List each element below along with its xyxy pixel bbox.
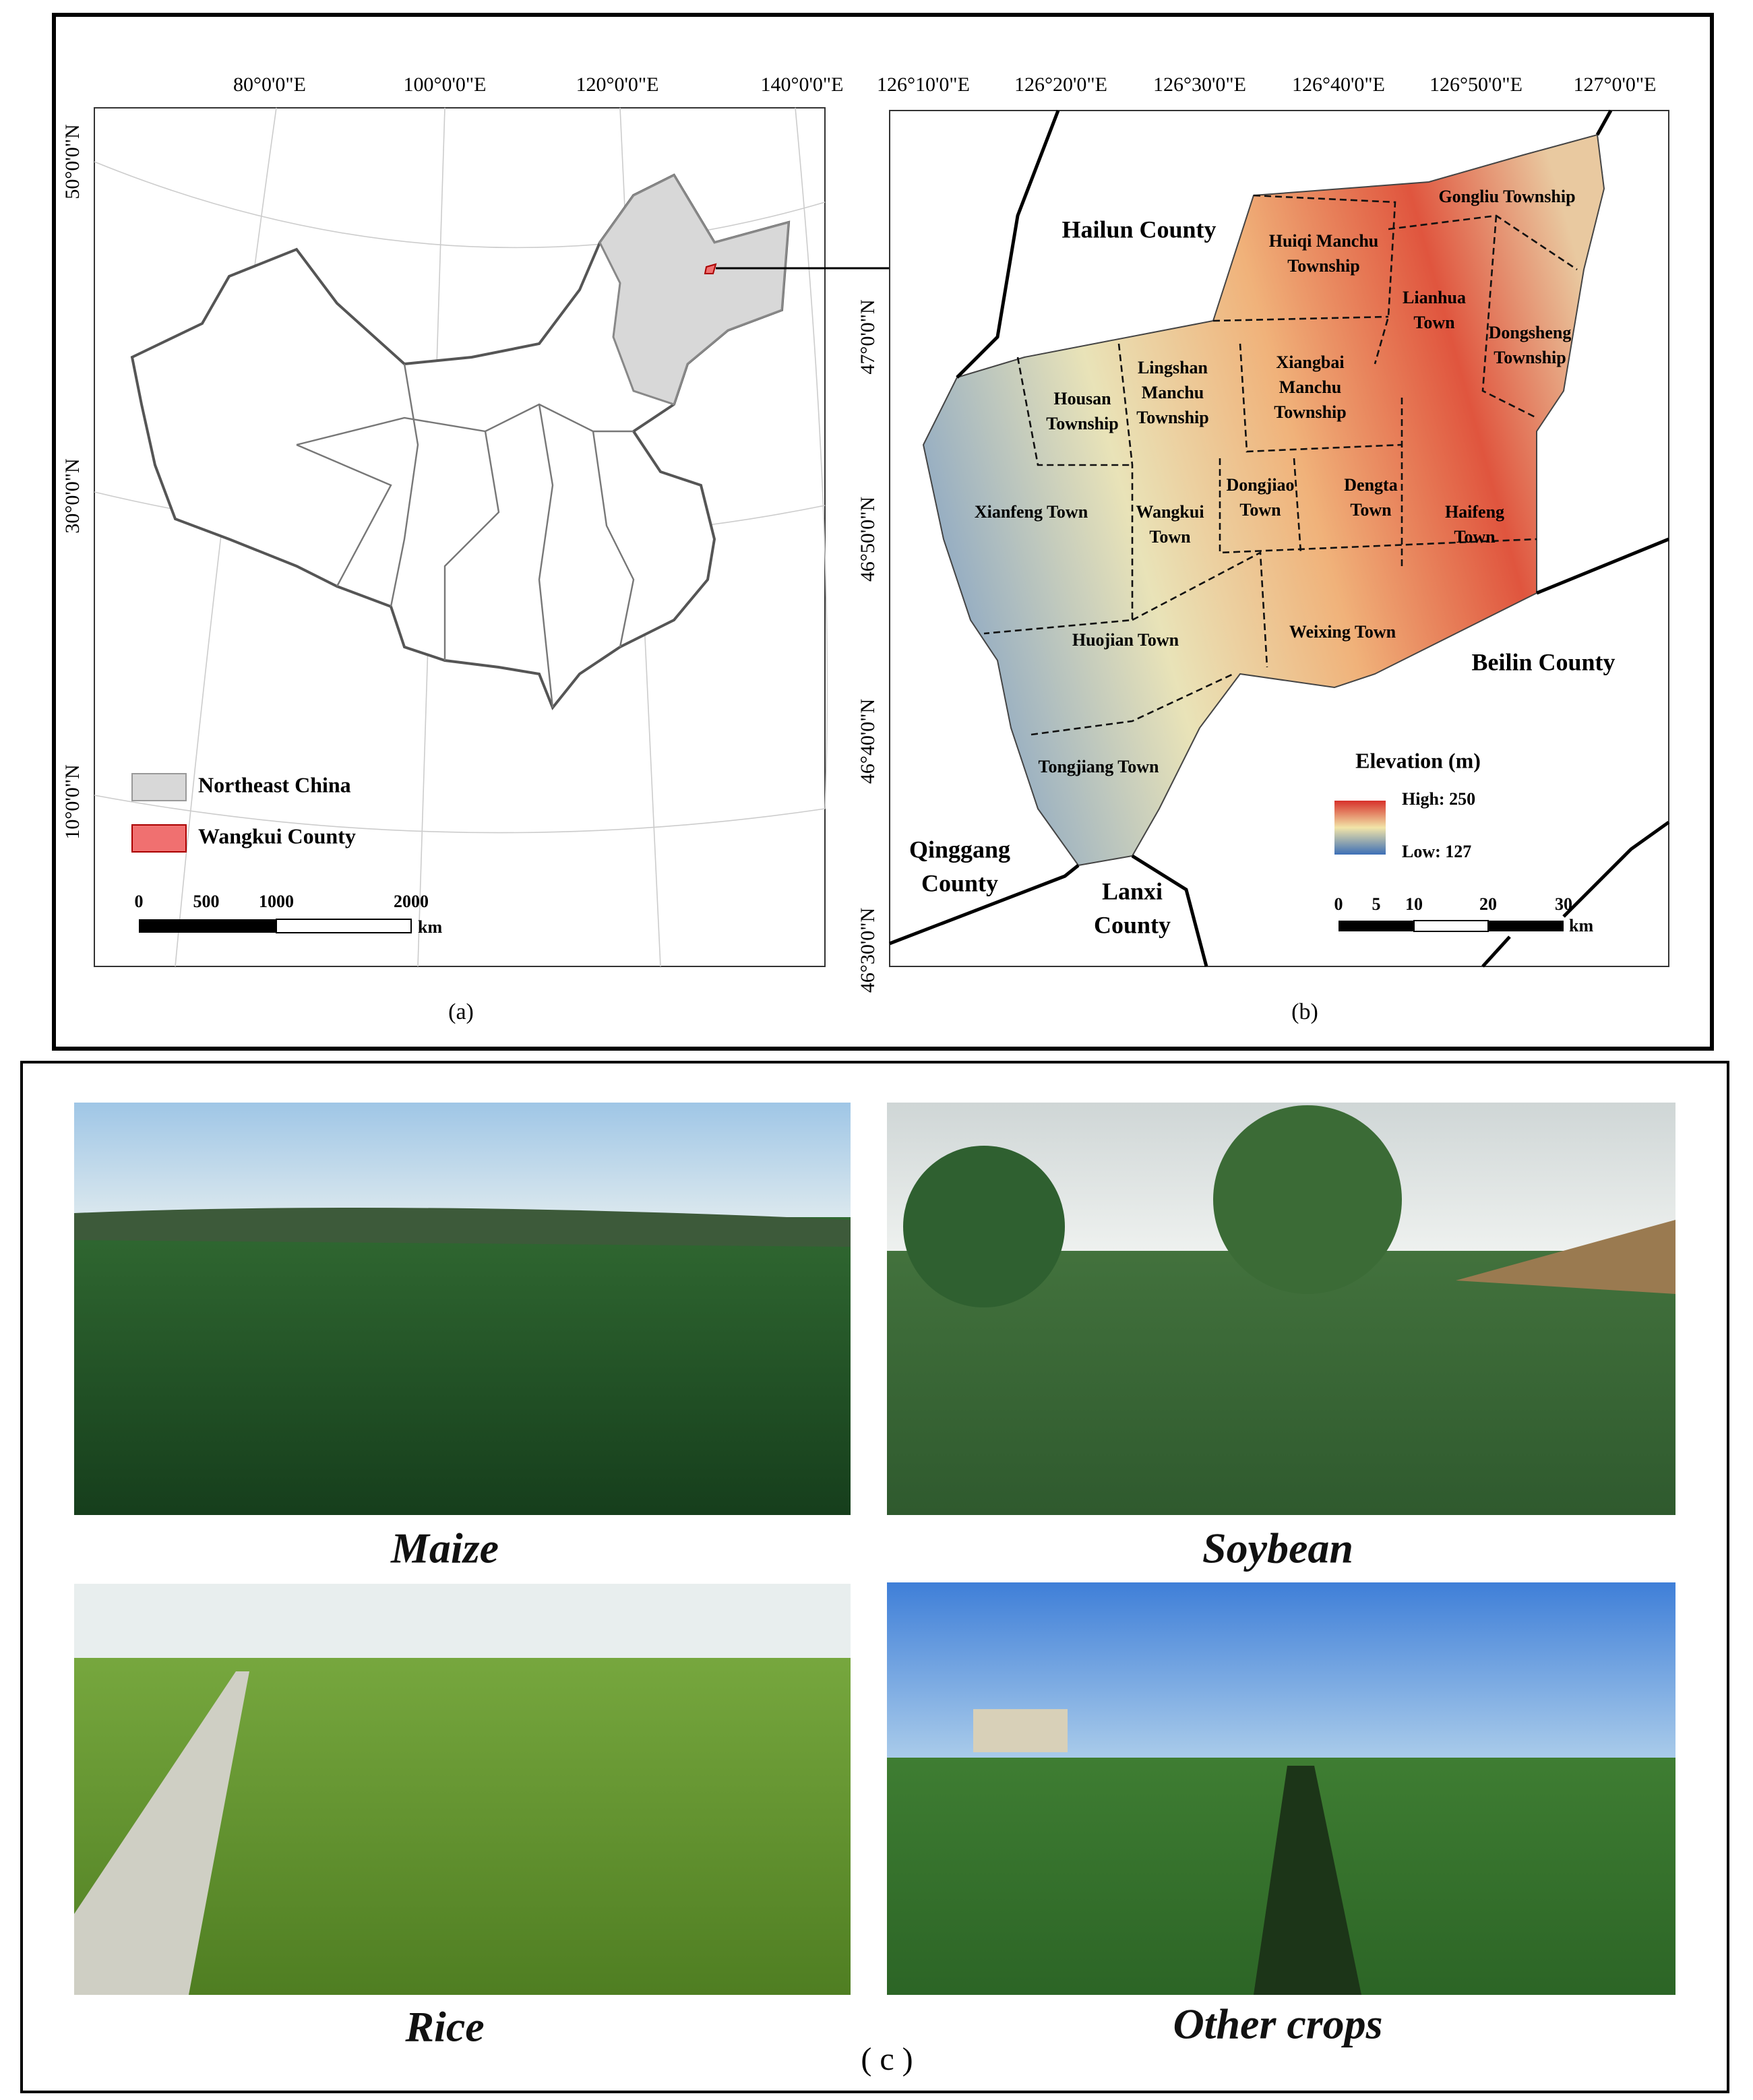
lat-label: 30°0'0"N (61, 458, 84, 533)
lon-label: 100°0'0"E (404, 73, 487, 96)
photo-caption: Maize (390, 1524, 499, 1572)
town-label: Xianfeng Town (975, 502, 1088, 522)
town-label: Manchu (1142, 383, 1204, 402)
panel-label: ( c ) (861, 2041, 913, 2077)
lon-label: 127°0'0"E (1574, 73, 1657, 96)
town-label: Township (1287, 256, 1359, 276)
town-label: Township (1274, 402, 1346, 422)
town-label: Gongliu Township (1438, 187, 1575, 206)
northeast-china (598, 174, 790, 406)
county-label: County (921, 869, 998, 896)
county-label: Qinggang (909, 836, 1010, 863)
county-label: Beilin County (1471, 648, 1615, 675)
lat-label: 46°40'0"N (857, 699, 879, 784)
lon-label: 120°0'0"E (576, 73, 659, 96)
lat-label: 10°0'0"N (61, 764, 84, 839)
scale-bar-a (139, 919, 276, 933)
town-label: Haifeng (1445, 502, 1504, 522)
town-label: Dongsheng (1489, 323, 1572, 342)
town-label: Town (1149, 527, 1191, 547)
lon-label: 140°0'0"E (761, 73, 844, 96)
legend-label: Northeast China (198, 772, 351, 797)
frame-ab (52, 13, 1714, 1051)
lat-label: 47°0'0"N (857, 299, 879, 374)
county-label: County (1094, 911, 1171, 938)
scale-tick: 5 (1372, 894, 1381, 914)
scale-tick: 20 (1479, 894, 1497, 914)
scale-tick: 500 (193, 892, 220, 911)
scale-tick: 2000 (394, 892, 429, 911)
legend-label: Wangkui County (198, 824, 356, 848)
legend-swatch-wk (131, 824, 187, 853)
town-label: Dongjiao (1226, 475, 1294, 495)
scale-tick: 1000 (259, 892, 294, 911)
county-label: Hailun County (1062, 216, 1216, 243)
scale-tick: 0 (135, 892, 144, 911)
panel-label: (a) (448, 999, 474, 1024)
town-label: Xiangbai (1276, 352, 1344, 372)
scale-bar-b (1488, 921, 1564, 931)
town-label: Township (1136, 408, 1208, 427)
province-lines (296, 363, 635, 708)
lon-label: 126°10'0"E (877, 73, 970, 96)
town-boundaries (983, 194, 1578, 736)
town-label: Weixing Town (1289, 622, 1396, 642)
lon-label: 126°50'0"E (1429, 73, 1523, 96)
lat-label: 46°50'0"N (857, 497, 879, 582)
photo-rice (74, 1584, 851, 1995)
town-label: Town (1413, 313, 1455, 332)
photo-soybean (887, 1103, 1675, 1515)
photo-caption: Other crops (1173, 2000, 1382, 2048)
scale-tick: 10 (1405, 894, 1423, 914)
county-boundaries (889, 109, 1670, 968)
scale-bar-b (1339, 921, 1414, 931)
lon-label: 126°20'0"E (1014, 73, 1107, 96)
lat-label: 50°0'0"N (61, 124, 84, 199)
town-label: Town (1239, 500, 1281, 520)
town-label: Wangkui (1136, 502, 1204, 522)
scale-unit: km (418, 917, 442, 937)
town-label: Town (1454, 527, 1496, 547)
town-label: Town (1350, 500, 1392, 520)
scale-unit: km (1569, 916, 1593, 935)
town-label: Tongjiang Town (1039, 757, 1160, 776)
elevation-high: High: 250 (1402, 789, 1475, 809)
town-label: Huojian Town (1072, 630, 1179, 650)
county-label: Lanxi (1102, 877, 1163, 904)
wangkui-locator (704, 263, 717, 274)
scale-bar-b (1413, 920, 1489, 932)
town-label: Lianhua (1403, 288, 1466, 307)
elevation-title: Elevation (m) (1355, 748, 1481, 772)
town-label: Dengta (1344, 475, 1397, 495)
wangkui-elevation (922, 133, 1605, 867)
elevation-ramp (1334, 801, 1386, 855)
town-label: Housan (1053, 389, 1111, 408)
photo-caption: Soybean (1202, 1524, 1353, 1572)
town-label: Huiqi Manchu (1269, 231, 1379, 251)
town-label: Lingshan (1138, 358, 1208, 377)
lat-label: 46°30'0"N (857, 908, 879, 993)
lon-label: 126°30'0"E (1153, 73, 1246, 96)
lon-label: 80°0'0"E (233, 73, 306, 96)
scale-tick: 30 (1555, 894, 1572, 914)
photo-caption: Rice (404, 2003, 484, 2051)
scale-bar-a (276, 919, 412, 933)
town-label: Township (1494, 348, 1566, 367)
frame-c (20, 1061, 1729, 2093)
photo-maize (74, 1103, 851, 1515)
photo-other-crops (887, 1582, 1675, 1995)
panel-label: (b) (1291, 999, 1318, 1024)
town-label: Township (1046, 414, 1118, 433)
lon-label: 126°40'0"E (1292, 73, 1385, 96)
elevation-low: Low: 127 (1402, 842, 1471, 861)
legend-swatch-ne (131, 773, 187, 801)
scale-tick: 0 (1334, 894, 1343, 914)
town-label: Manchu (1279, 377, 1341, 397)
